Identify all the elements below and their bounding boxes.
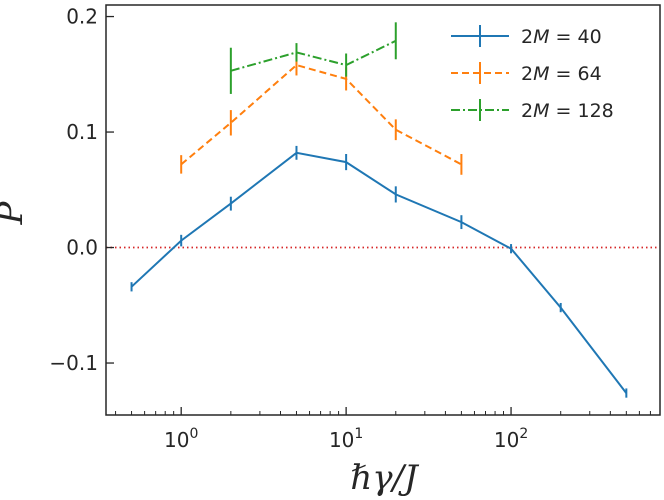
x-tick-label: 100 (164, 426, 198, 452)
y-tick-label: 0.2 (66, 5, 98, 29)
y-tick-label: 0.1 (66, 120, 98, 144)
legend-label: 2M = 64 (521, 63, 602, 85)
legend: 2M = 40 2M = 64 2M = 128 (451, 25, 614, 122)
x-tick-label: 102 (494, 426, 528, 452)
series-line-1 (180, 63, 462, 166)
series-layer (130, 22, 628, 398)
y-tick-label: 0.0 (66, 236, 98, 260)
series-2 (229, 22, 397, 94)
y-tick-label: −0.1 (49, 351, 98, 375)
legend-entry-2: 2M = 128 (451, 99, 614, 122)
plot-frame (105, 4, 661, 416)
series-line-0 (130, 151, 628, 394)
axes: 100 101 102 −0.1 0.0 0.1 0.2 (49, 4, 661, 452)
x-tick-label: 101 (329, 426, 363, 452)
series-line-2 (230, 39, 397, 72)
series-1 (180, 54, 463, 175)
legend-entry-0: 2M = 40 (451, 25, 602, 48)
x-axis-label: ℏγ/J (350, 458, 420, 498)
legend-label: 2M = 40 (521, 26, 602, 48)
legend-label: 2M = 128 (521, 100, 614, 122)
y-axis-label: P (0, 200, 31, 225)
legend-entry-1: 2M = 64 (451, 62, 602, 85)
series-0 (130, 145, 628, 398)
